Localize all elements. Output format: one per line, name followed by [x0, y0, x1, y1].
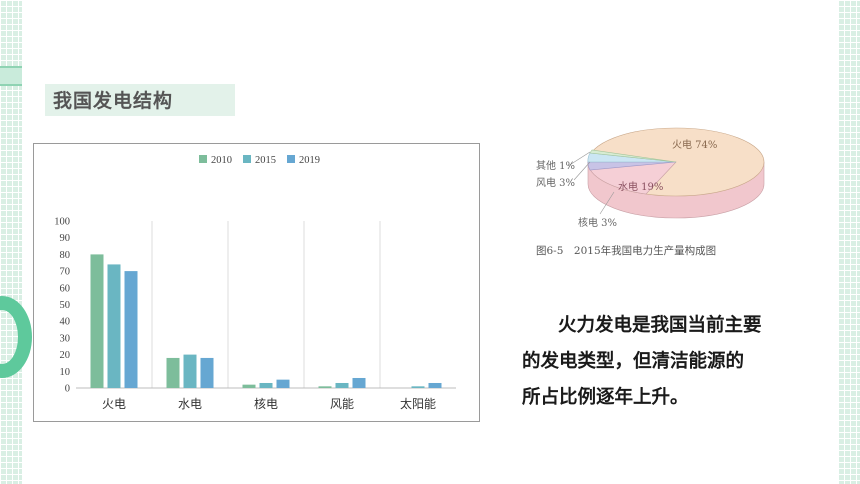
bar-风能-2010 [318, 386, 332, 388]
y-tick-label: 0 [65, 384, 70, 395]
pie-body [567, 127, 765, 219]
legend-label-2019: 2019 [299, 155, 320, 166]
bar-核电-2019 [276, 379, 290, 388]
y-tick-label: 100 [54, 217, 70, 228]
pie-leader-核电 [599, 191, 615, 215]
y-tick-label: 70 [60, 267, 71, 278]
bar-水电-2010 [166, 357, 180, 388]
bar-chart-frame: 0 10 20 30 40 50 60 70 80 90 100 火电 水电 核电 风能 太阳能 2010 201… [33, 143, 480, 422]
legend-swatch-2010 [199, 155, 207, 163]
bar-火电-2010 [90, 254, 104, 388]
bar-风能-2015 [335, 382, 349, 388]
left-decor-bar [0, 66, 22, 86]
body-text-line-3: 所占比例逐年上升。 [522, 387, 689, 408]
pie-leader-风电 [573, 161, 591, 181]
x-tick-label: 核电 [254, 397, 278, 411]
y-tick-label: 90 [60, 233, 71, 244]
bar-chart: 0 10 20 30 40 50 60 70 80 90 100 火电 水电 核电 风能 太阳能 2010 201… [54, 155, 456, 411]
bar-核电-2010 [242, 384, 256, 388]
legend-swatch-2015 [243, 155, 251, 163]
y-tick-label: 80 [60, 250, 71, 261]
right-grid-border [838, 0, 860, 484]
pie-slice-其他 [589, 149, 677, 163]
bar-水电-2019 [200, 357, 214, 388]
bar-太阳能-2015 [411, 386, 425, 388]
bar-风能-2019 [352, 377, 366, 388]
y-tick-label: 30 [60, 333, 71, 344]
y-tick-label: 20 [60, 350, 71, 361]
section-title-box [45, 84, 235, 116]
pie-figure: 火电 74% 水电 19% 核电 3% 风电 3% 其他 1% 图6-5 201… [530, 122, 770, 262]
pie-chart: 火电 74% 水电 19% 核电 3% 风电 3% 其他 1% 图6-5 201… [536, 127, 765, 257]
y-tick-label: 10 [60, 367, 71, 378]
section-title: 我国发电结构 [53, 90, 174, 112]
y-tick-label: 60 [60, 283, 71, 294]
body-text-line-2: 的发电类型，但清洁能源的 [522, 351, 745, 372]
legend-label-2015: 2015 [255, 155, 276, 166]
legend-swatch-2019 [287, 155, 295, 163]
bar-太阳能-2019 [428, 382, 442, 388]
x-tick-label: 太阳能 [400, 396, 436, 411]
x-tick-label: 火电 [102, 397, 126, 411]
legend-label-2010: 2010 [211, 155, 232, 166]
body-text: 火力发电是我国当前主要 的发电类型，但清洁能源的 所占比例逐年上升。 [522, 308, 812, 416]
pie-caption: 图6-5 2015年我国电力生产量构成图 [536, 244, 716, 257]
x-tick-label: 风能 [330, 397, 354, 411]
pie-label-风电: 风电 3% [536, 176, 575, 189]
pie-leader-其他 [567, 151, 591, 167]
pie-label-水电: 水电 19% [618, 180, 663, 193]
bar-火电-2019 [124, 271, 138, 388]
bar-核电-2015 [259, 382, 273, 388]
x-tick-label: 水电 [178, 397, 202, 411]
y-tick-label: 40 [60, 317, 71, 328]
y-tick-label: 50 [60, 300, 71, 311]
left-decor-ring [0, 296, 32, 378]
pie-label-核电: 核电 3% [578, 216, 617, 229]
bar-水电-2015 [183, 354, 197, 388]
body-text-line-1: 火力发电是我国当前主要 [558, 315, 762, 336]
pie-label-其他: 其他 1% [536, 159, 575, 172]
pie-label-火电: 火电 74% [672, 138, 717, 151]
bar-火电-2015 [107, 264, 121, 388]
